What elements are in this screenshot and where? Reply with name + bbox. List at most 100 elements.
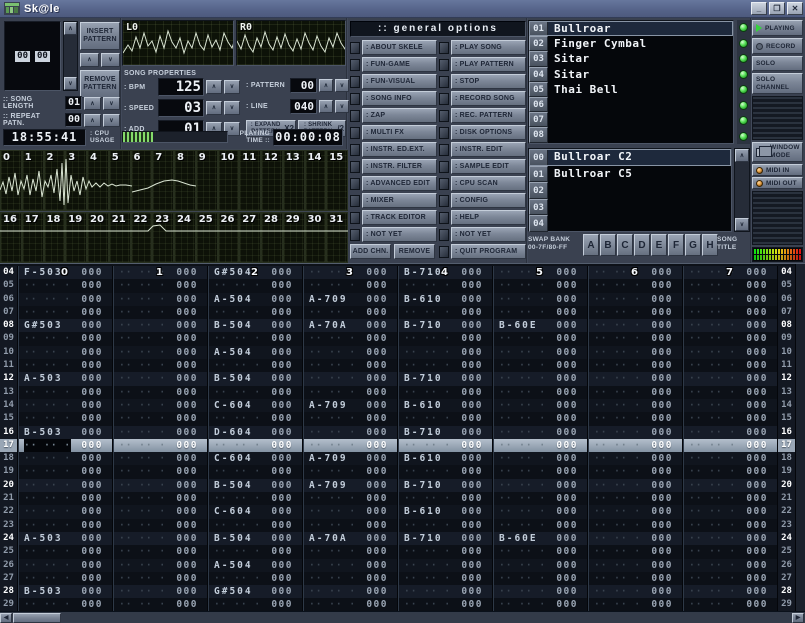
swap-bank-button-f[interactable]: F	[668, 234, 684, 256]
horizontal-scrollbar[interactable]: ◀ ▶	[0, 611, 805, 623]
pattern-cell[interactable]: ·· ·· · 000	[112, 492, 207, 506]
pattern-cell[interactable]: ·· ·· · 000	[587, 598, 682, 611]
pattern-cell[interactable]: ·· ·· · 000	[682, 305, 777, 320]
pattern-cell[interactable]: ·· ·· · 000	[492, 385, 587, 399]
order-selected-row[interactable]: 00 00	[5, 51, 60, 62]
maximize-button[interactable]: ❐	[769, 2, 785, 15]
pattern-cell[interactable]: A-70A 000	[302, 319, 397, 333]
pattern-row[interactable]: 25 ·· ·· · 000 ·· ·· · 000 ·· ·· · 000 ·· ·· · 0…	[0, 545, 805, 559]
menu-item-stop[interactable]: : STOP	[451, 74, 526, 89]
sample-row[interactable]: 00 Bullroar C2	[529, 149, 731, 166]
menu-item-not-yet[interactable]: : NOT YET	[451, 227, 526, 242]
pattern-cell[interactable]: ·· ·· · 000	[397, 359, 492, 373]
pattern-row[interactable]: 12 A-503 000 ·· ·· · 000 B-504 000 ·· ·· · 000 B-…	[0, 372, 805, 386]
menu-item-not-yet[interactable]: : NOT YET	[362, 227, 437, 242]
pattern-cell[interactable]: ·· ·· · 000	[17, 279, 112, 293]
pattern-cell[interactable]: ·· ·· · 000	[17, 558, 112, 572]
pattern-cell[interactable]: A-504 000	[207, 345, 302, 360]
repeat-up-icon[interactable]: ∧	[84, 113, 101, 127]
pattern-cell[interactable]: ·· ·· · 000	[17, 465, 112, 479]
pattern-cell[interactable]: ·· ·· · 000	[397, 385, 492, 399]
bpm-down-icon[interactable]: ∨	[224, 80, 240, 94]
pattern-cell[interactable]: ·· ·· · 000	[17, 478, 112, 493]
pattern-cell[interactable]: ·· ·· · 000	[302, 465, 397, 479]
window-mode-button[interactable]: WINDOW MODE	[752, 142, 803, 162]
pattern-cell[interactable]: B-504 000	[207, 372, 302, 386]
pattern-cell[interactable]: ·· ·· · 000	[207, 412, 302, 426]
menu-item-disk-options[interactable]: : DISK OPTIONS	[451, 125, 526, 140]
pattern-cell[interactable]: ·· ·· · 000	[397, 492, 492, 506]
pattern-cell[interactable]: ·· ·· · 000	[302, 305, 397, 320]
pattern-cell[interactable]: ·· ·· · 000	[302, 345, 397, 360]
scroll-right-icon[interactable]: ▶	[792, 613, 804, 623]
pattern-cell[interactable]: ·· ·· · 000	[682, 292, 777, 306]
swap-bank-button-d[interactable]: D	[634, 234, 650, 256]
pattern-cell[interactable]: ·· ·· · 000	[112, 385, 207, 399]
pattern-row[interactable]: 27 ·· ·· · 000 ·· ·· · 000 ·· ·· · 000 ·· ·· · 0…	[0, 571, 805, 586]
menu-item-add-chn[interactable]: ADD CHN.	[350, 244, 391, 259]
menu-item-song-info[interactable]: : SONG INFO	[362, 91, 437, 106]
pattern-cell[interactable]: ·· ·· · 000	[302, 266, 397, 280]
pattern-cell[interactable]: ·· ·· · 000	[207, 545, 302, 559]
menu-item-cpu-scan[interactable]: : CPU SCAN	[451, 176, 526, 191]
pattern-cell[interactable]: ·· ·· · 000	[492, 345, 587, 360]
pattern-cell[interactable]: ·· ·· · 000	[112, 452, 207, 466]
pattern-cell[interactable]: ·· ·· · 000	[492, 518, 587, 532]
pattern-cell[interactable]: ·· ·· · 000	[492, 279, 587, 293]
pattern-cell[interactable]: ·· ·· · 000	[682, 492, 777, 506]
pattern-cell[interactable]: ·· ·· · 000	[302, 372, 397, 386]
instrument-row[interactable]: 07	[529, 112, 733, 128]
pattern-cell[interactable]: ·· ·· · 000	[397, 518, 492, 532]
pattern-cell[interactable]: ·· ·· · 000	[17, 398, 112, 413]
pattern-cell[interactable]: B-610 000	[397, 452, 492, 466]
pattern-cell[interactable]: A-709 000	[302, 398, 397, 413]
pattern-cell[interactable]: ·· ·· · 000	[302, 585, 397, 599]
pattern-cell[interactable]: ·· ·· · 000	[587, 558, 682, 572]
insert-pattern-button[interactable]: INSERT PATTERN	[80, 22, 120, 50]
instrument-row[interactable]: 01 Bullroar	[529, 21, 733, 37]
pattern-cell[interactable]: ·· ·· · 000	[17, 518, 112, 532]
menu-item-instr-edit[interactable]: : INSTR. EDIT	[451, 142, 526, 157]
swap-bank-button-h[interactable]: H	[702, 234, 718, 256]
playing-button[interactable]: PLAYING	[752, 20, 803, 36]
pattern-cell[interactable]: ·· ·· · 000	[112, 266, 207, 280]
pattern-cell[interactable]: ·· ·· · 000	[397, 305, 492, 320]
pattern-cell[interactable]: ·· ·· · 000	[302, 571, 397, 586]
order-scroll-up-icon[interactable]: ∧	[64, 22, 77, 35]
pattern-cell[interactable]: ·· ·· · 000	[207, 598, 302, 611]
pattern-row[interactable]: 24 A-503 000 ·· ·· · 000 B-504 000 A-70A 000 B-71…	[0, 531, 805, 546]
pattern-cell[interactable]: ·· ·· · 000	[207, 385, 302, 399]
pattern-cell[interactable]: A-503 000	[17, 531, 112, 546]
pattern-row[interactable]: 04 F-503 000 ·· ·· · 000 G#504 000 ·· ·· · 000 B-…	[0, 266, 805, 280]
instrument-row[interactable]: 06	[529, 96, 733, 113]
pattern-cell[interactable]: ·· ·· · 000	[682, 545, 777, 559]
instrument-list[interactable]: 01 Bullroar 02 Finger Cymbal 03 Sitar 04 Sitar 0…	[528, 20, 734, 144]
pattern-cell[interactable]: B-710 000	[397, 478, 492, 493]
menu-item-sample-edit[interactable]: : SAMPLE EDIT	[451, 159, 526, 174]
pattern-cell[interactable]: G#503 000	[17, 319, 112, 333]
pattern-cell[interactable]: ·· ·· · 000	[397, 465, 492, 479]
menu-item-record-song[interactable]: : RECORD SONG	[451, 91, 526, 106]
pattern-cell[interactable]: ·· ·· · 000	[302, 505, 397, 519]
pattern-cell[interactable]: A-503 000	[17, 372, 112, 386]
pattern-cell[interactable]: ·· ·· · 000	[302, 425, 397, 439]
song-order-list[interactable]: 00 00	[4, 21, 61, 91]
pattern-cell[interactable]: ·· ·· · 000	[492, 598, 587, 611]
pattern-cell[interactable]: B-504 000	[207, 319, 302, 333]
pattern-cell[interactable]: ·· ·· · 000	[302, 279, 397, 293]
pattern-cell[interactable]: ·· ·· · 000	[302, 558, 397, 572]
pattern-editor[interactable]: 04 F-503 000 ·· ·· · 000 G#504 000 ·· ·· · 000 B-…	[0, 263, 805, 611]
pattern-cell[interactable]: B-610 000	[397, 398, 492, 413]
pattern-cell[interactable]: ·· ·· · 000	[492, 478, 587, 493]
song-length-up-icon[interactable]: ∧	[84, 96, 101, 110]
pattern-cell[interactable]: ·· ·· · 000	[17, 305, 112, 320]
pattern-cell[interactable]: ·· ·· · 000	[112, 571, 207, 586]
pattern-cell[interactable]: ·· ·· · 000	[207, 571, 302, 586]
pattern-cell[interactable]: ·· ·· · 000	[682, 266, 777, 280]
menu-item-about-skele[interactable]: : ABOUT SKELE	[362, 40, 437, 55]
pattern-cell[interactable]: ·· ·· · 000	[17, 505, 112, 519]
bpm-up-icon[interactable]: ∧	[206, 80, 222, 94]
pattern-cell[interactable]: ·· ·· · 000	[207, 465, 302, 479]
pattern-cell[interactable]: ·· ·· · 000	[682, 412, 777, 426]
pattern-cell[interactable]: ·· ·· · 000	[587, 545, 682, 559]
